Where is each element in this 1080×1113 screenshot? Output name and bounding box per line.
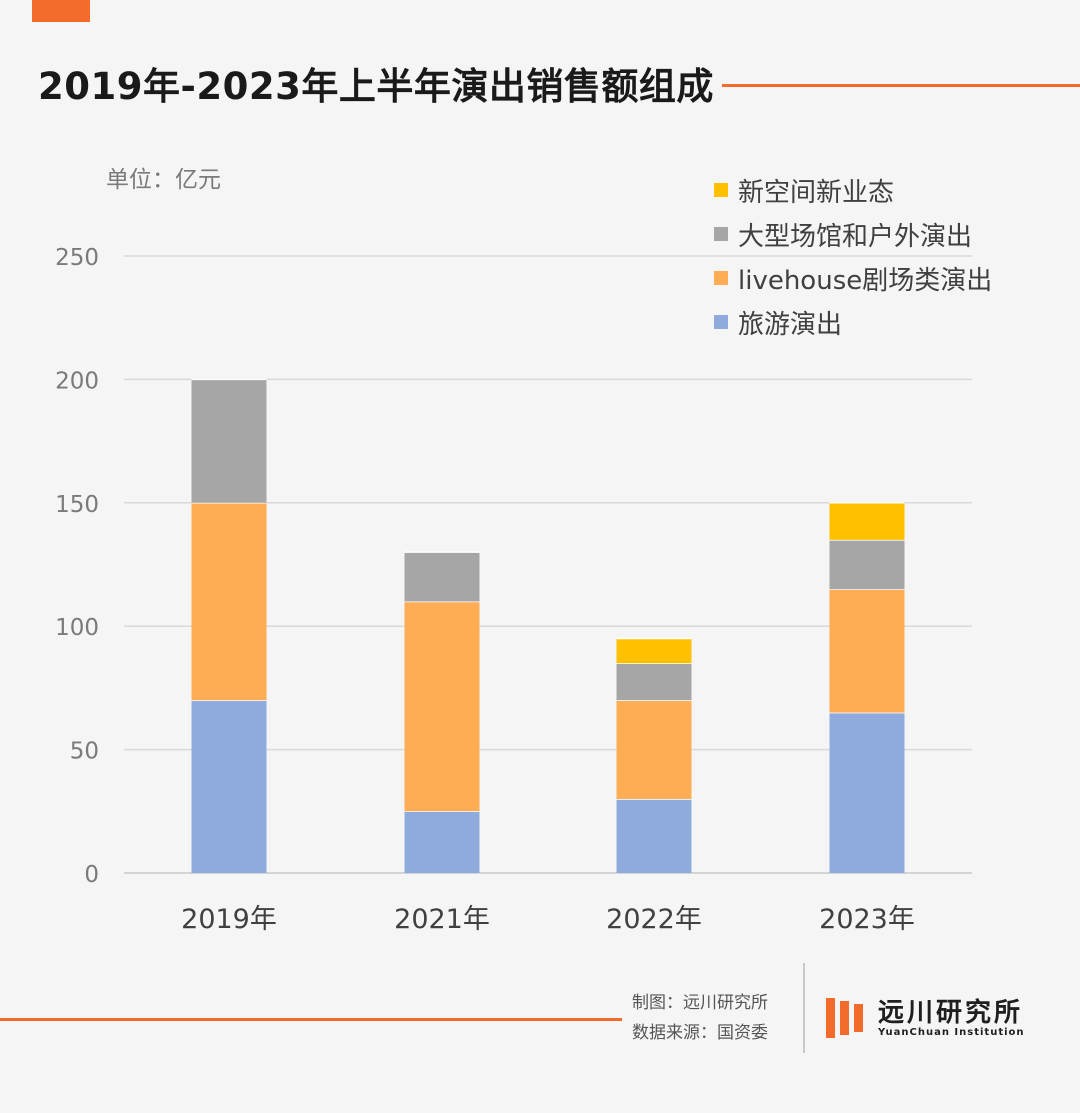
brand-logo-icon	[826, 998, 868, 1038]
brand: 远川研究所 YuanChuan Institution	[826, 998, 1025, 1038]
legend-label: livehouse剧场类演出	[738, 265, 993, 296]
top-accent-bar	[32, 0, 90, 22]
legend-item-newspace: 新空间新业态	[714, 168, 992, 212]
bar-segment	[829, 712, 905, 873]
legend-swatch	[714, 183, 728, 197]
bar-segment	[616, 663, 692, 701]
legend-swatch	[714, 315, 728, 329]
legend-item-venue: 大型场馆和户外演出	[714, 212, 992, 256]
legend-item-tourism: 旅游演出	[714, 300, 992, 344]
bar-segment	[616, 798, 692, 873]
y-tick-label: 0	[84, 862, 99, 888]
bar-segment	[616, 638, 692, 664]
bar-segment	[191, 700, 267, 873]
legend-item-livehouse: livehouse剧场类演出	[714, 256, 992, 300]
y-tick-label: 100	[55, 615, 99, 641]
legend-label: 旅游演出	[738, 309, 843, 340]
legend: 新空间新业态 大型场馆和户外演出 livehouse剧场类演出 旅游演出	[714, 168, 992, 344]
chart-title: 2019年-2023年上半年演出销售额组成	[38, 65, 714, 108]
legend-swatch	[714, 271, 728, 285]
y-tick-label: 250	[55, 245, 99, 271]
bar-segment	[404, 811, 480, 873]
bar-segment	[404, 552, 480, 602]
x-tick-label: 2022年	[606, 904, 702, 935]
bar-segment	[191, 502, 267, 701]
legend-label: 新空间新业态	[738, 177, 895, 208]
legend-swatch	[714, 227, 728, 241]
x-tick-label: 2023年	[819, 904, 915, 935]
credit-source: 数据来源：国资委	[632, 1023, 768, 1043]
footer-divider	[803, 963, 805, 1053]
x-tick-label: 2021年	[394, 904, 490, 935]
title-accent-line	[722, 84, 1080, 87]
bar-segment	[616, 700, 692, 799]
y-tick-label: 150	[55, 492, 99, 518]
footer-accent-line	[0, 1018, 622, 1021]
bar-segment	[191, 379, 267, 503]
credit-maker: 制图：远川研究所	[632, 993, 768, 1013]
bar-segment	[829, 502, 905, 540]
bar-segment	[404, 601, 480, 812]
legend-label: 大型场馆和户外演出	[738, 221, 973, 252]
brand-name-en: YuanChuan Institution	[878, 1026, 1025, 1038]
brand-name-cn: 远川研究所	[878, 997, 1024, 1028]
y-tick-label: 200	[55, 368, 99, 394]
bar-segment	[829, 539, 905, 590]
x-tick-label: 2019年	[181, 904, 277, 935]
y-tick-label: 50	[70, 739, 99, 765]
credits: 制图：远川研究所 数据来源：国资委	[632, 988, 768, 1048]
unit-label: 单位：亿元	[106, 167, 221, 193]
bar-segment	[829, 589, 905, 713]
